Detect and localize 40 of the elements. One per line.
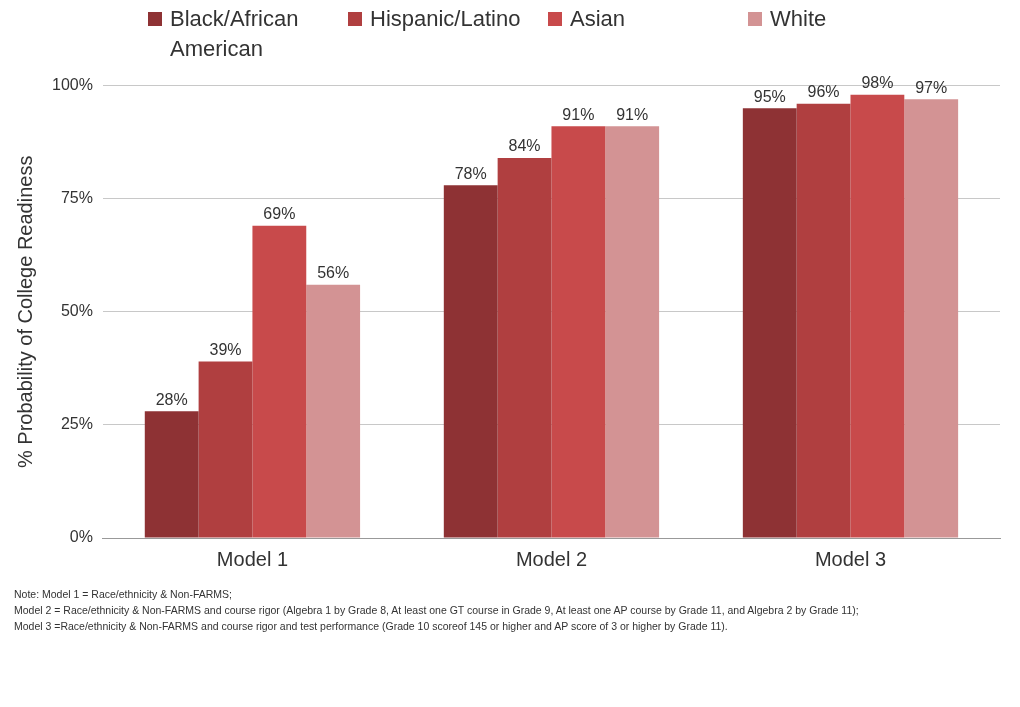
bar bbox=[497, 157, 552, 538]
bar bbox=[144, 411, 199, 538]
data-label: 56% bbox=[317, 264, 350, 282]
y-tick-label: 100% bbox=[52, 76, 93, 94]
y-axis-title: % Probability of College Readiness bbox=[13, 155, 36, 468]
data-label: 97% bbox=[915, 78, 948, 96]
y-tick-label: 50% bbox=[60, 302, 93, 320]
text: Model 3 =Race/ethnicity & Non-FARMS and course rigor and test performance (Grade 10 scoreof 145 or higher and AP score of 3 or higher by Grade 11). bbox=[14, 619, 729, 634]
x-tick-label: Model 3 bbox=[814, 547, 887, 570]
bar bbox=[306, 284, 361, 538]
bar bbox=[443, 185, 498, 538]
text: Model 2 = Race/ethnicity & Non-FARMS and course rigor (Algebra 1 by Grade 8, At least one GT course in Grade 9, At least one AP course by Grade 11, and Algebra 2 by Grade 11); bbox=[14, 603, 860, 618]
bar bbox=[904, 99, 959, 538]
data-label: 96% bbox=[807, 83, 840, 101]
data-label: 78% bbox=[454, 164, 487, 182]
data-label: 69% bbox=[263, 205, 296, 223]
bar bbox=[796, 103, 851, 538]
legend-label: White bbox=[770, 5, 828, 33]
x-tick-label: Model 1 bbox=[216, 547, 289, 570]
bar bbox=[605, 126, 660, 538]
data-label: 91% bbox=[616, 105, 649, 123]
x-tick-label: Model 2 bbox=[515, 547, 588, 570]
text: Note: Model 1 = Race/ethnicity & Non-FARMS; bbox=[14, 587, 233, 602]
y-tick-label: 25% bbox=[60, 415, 93, 433]
legend-label: Asian bbox=[570, 5, 627, 33]
data-label: 28% bbox=[155, 390, 188, 408]
data-label: 98% bbox=[861, 74, 894, 92]
bar bbox=[850, 94, 905, 538]
legend-label: Hispanic/Latino bbox=[370, 5, 522, 33]
bar bbox=[742, 108, 797, 538]
y-tick-label: 75% bbox=[60, 189, 93, 207]
bar bbox=[551, 126, 606, 538]
bar bbox=[252, 225, 307, 538]
bar bbox=[198, 361, 253, 538]
data-label: 95% bbox=[753, 87, 786, 105]
data-label: 91% bbox=[562, 105, 595, 123]
data-label: 39% bbox=[209, 340, 242, 358]
y-tick-label: 0% bbox=[69, 528, 93, 546]
data-label: 84% bbox=[508, 137, 541, 155]
legend-label: Black/African American bbox=[170, 5, 300, 63]
